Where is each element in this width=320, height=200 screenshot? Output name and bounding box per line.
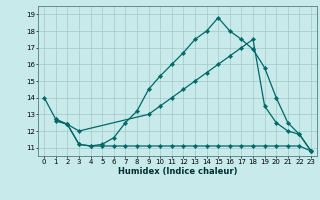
X-axis label: Humidex (Indice chaleur): Humidex (Indice chaleur): [118, 167, 237, 176]
